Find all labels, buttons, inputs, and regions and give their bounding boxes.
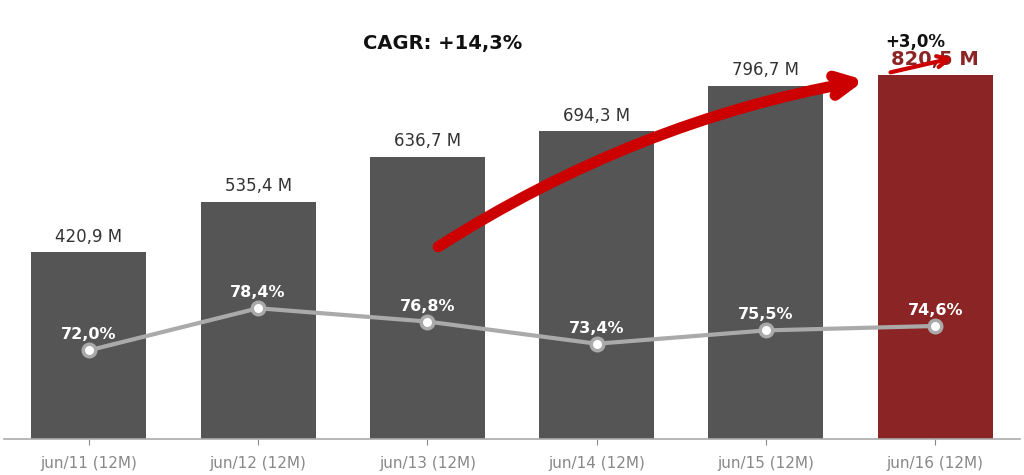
Text: 76,8%: 76,8% [399, 299, 455, 314]
Text: 694,3 M: 694,3 M [563, 107, 630, 125]
Bar [370, 157, 485, 439]
Text: +3,0%: +3,0% [885, 33, 945, 51]
Text: 78,4%: 78,4% [230, 285, 286, 300]
Bar [878, 75, 992, 439]
Text: 73,4%: 73,4% [569, 321, 625, 336]
Text: 535,4 M: 535,4 M [224, 177, 292, 195]
Bar [32, 252, 146, 439]
Text: 796,7 M: 796,7 M [732, 61, 800, 79]
Bar [539, 131, 654, 439]
Bar [201, 201, 315, 439]
Text: 75,5%: 75,5% [738, 307, 794, 323]
Text: 420,9 M: 420,9 M [55, 228, 123, 246]
Text: 636,7 M: 636,7 M [394, 133, 461, 150]
Text: CAGR: +14,3%: CAGR: +14,3% [364, 34, 522, 53]
Text: 72,0%: 72,0% [61, 327, 117, 342]
Text: 820,5 M: 820,5 M [891, 50, 979, 69]
Bar [709, 86, 823, 439]
Text: 74,6%: 74,6% [907, 303, 963, 318]
